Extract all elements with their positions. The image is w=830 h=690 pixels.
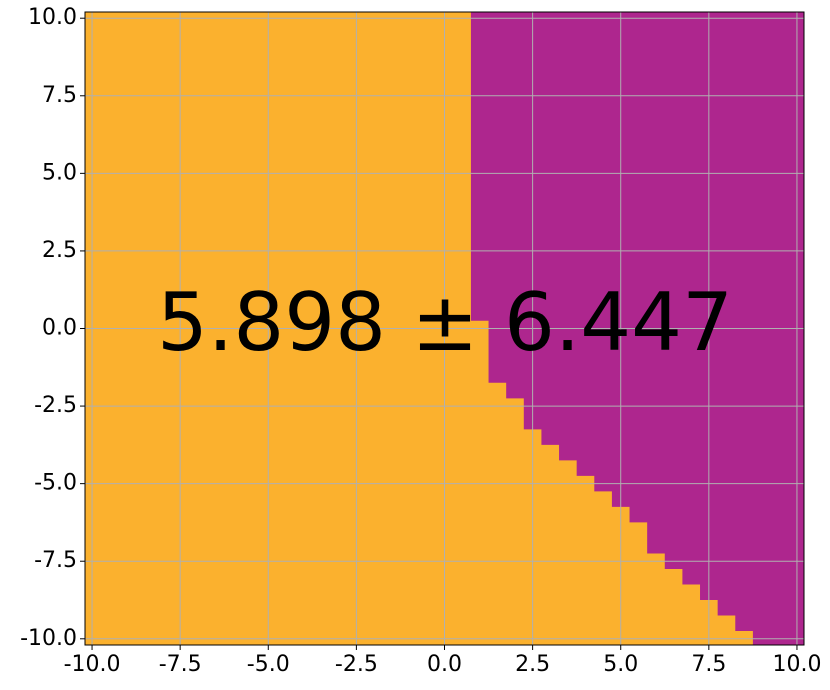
x-tick-label: -2.5 bbox=[335, 652, 378, 677]
y-tick-label: -10.0 bbox=[20, 626, 77, 651]
y-tick-label: 5.0 bbox=[42, 160, 77, 185]
y-tick-label: 7.5 bbox=[42, 83, 77, 108]
y-tick-label: -2.5 bbox=[34, 393, 77, 418]
x-tick-label: 5.0 bbox=[603, 652, 638, 677]
x-tick-label: 2.5 bbox=[515, 652, 550, 677]
x-tick-label: -5.0 bbox=[247, 652, 290, 677]
annotation: 5.898 ± 6.447 bbox=[157, 276, 733, 369]
x-tick-label: -7.5 bbox=[159, 652, 202, 677]
x-tick-label: 0.0 bbox=[427, 652, 462, 677]
y-tick-label: -7.5 bbox=[34, 548, 77, 573]
y-tick-label: -5.0 bbox=[34, 471, 77, 496]
y-tick-label: 10.0 bbox=[28, 5, 77, 30]
x-tick-label: 10.0 bbox=[772, 652, 821, 677]
plot-frame bbox=[84, 11, 805, 646]
y-tick-label: 0.0 bbox=[42, 316, 77, 341]
x-tick-label: -10.0 bbox=[64, 652, 121, 677]
y-tick-label: 2.5 bbox=[42, 238, 77, 263]
x-tick-label: 7.5 bbox=[691, 652, 726, 677]
